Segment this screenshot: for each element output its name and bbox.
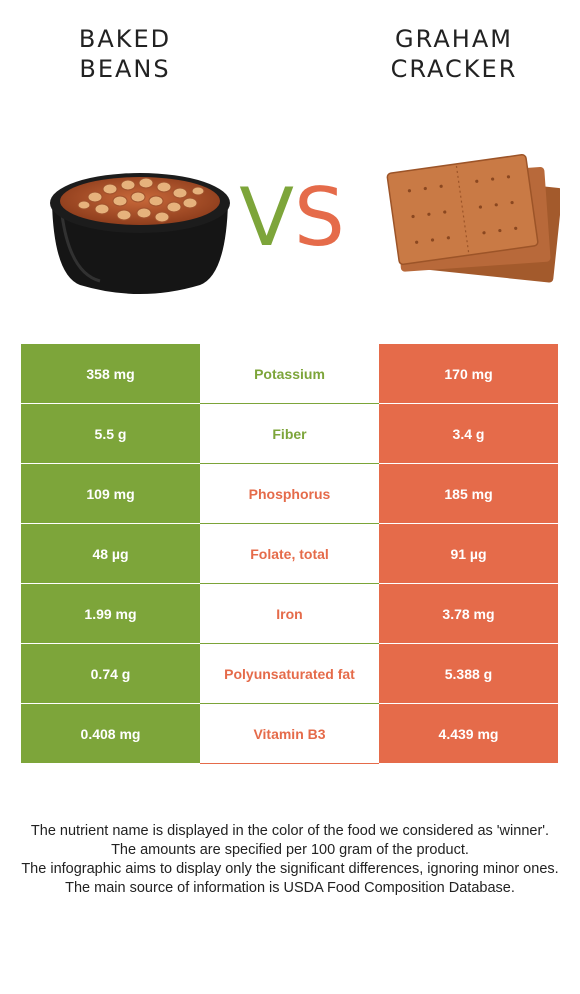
table-row: 1.99 mg Iron 3.78 mg xyxy=(21,584,558,644)
food-title-left-line-2: BEANS xyxy=(79,55,171,83)
footer-note: The infographic aims to display only the… xyxy=(21,861,559,877)
right-value: 3.78 mg xyxy=(379,584,558,643)
right-value: 5.388 g xyxy=(379,644,558,703)
table-row: 109 mg Phosphorus 185 mg xyxy=(21,464,558,524)
nutrient-name: Folate, total xyxy=(200,524,379,584)
food-title-left-line-1: BAKED xyxy=(78,25,172,53)
left-value: 1.99 mg xyxy=(21,584,200,643)
right-value: 91 µg xyxy=(379,524,558,583)
left-value: 0.74 g xyxy=(21,644,200,703)
right-value: 4.439 mg xyxy=(379,704,558,763)
right-value: 3.4 g xyxy=(379,404,558,463)
table-row: 0.74 g Polyunsaturated fat 5.388 g xyxy=(21,644,558,704)
nutrient-name: Polyunsaturated fat xyxy=(200,644,379,704)
food-title-right: GRAHAM CRACKER xyxy=(344,24,564,84)
left-value: 5.5 g xyxy=(21,404,200,463)
table-row: 0.408 mg Vitamin B3 4.439 mg xyxy=(21,704,558,764)
table-row: 48 µg Folate, total 91 µg xyxy=(21,524,558,584)
table-row: 358 mg Potassium 170 mg xyxy=(21,344,558,404)
nutrient-comparison-table: 358 mg Potassium 170 mg 5.5 g Fiber 3.4 … xyxy=(21,344,558,764)
footer-note: The nutrient name is displayed in the co… xyxy=(30,823,550,839)
footer-notes: The nutrient name is displayed in the co… xyxy=(20,822,560,898)
footer-note: The main source of information is USDA F… xyxy=(65,880,515,896)
food-title-right-line-2: CRACKER xyxy=(390,55,518,83)
left-value: 48 µg xyxy=(21,524,200,583)
versus-label: VS xyxy=(222,168,362,268)
left-value: 358 mg xyxy=(21,344,200,403)
footer-note: The amounts are specified per 100 gram o… xyxy=(111,842,469,858)
nutrient-name: Iron xyxy=(200,584,379,644)
versus-v: V xyxy=(239,171,294,264)
graham-cracker-image xyxy=(386,154,560,283)
nutrient-name: Potassium xyxy=(200,344,379,404)
left-value: 109 mg xyxy=(21,464,200,523)
baked-beans-image xyxy=(50,173,230,294)
left-value: 0.408 mg xyxy=(21,704,200,763)
versus-s: S xyxy=(293,171,345,264)
right-value: 185 mg xyxy=(379,464,558,523)
food-title-left: BAKED BEANS xyxy=(15,24,235,84)
table-row: 5.5 g Fiber 3.4 g xyxy=(21,404,558,464)
right-value: 170 mg xyxy=(379,344,558,403)
nutrient-name: Phosphorus xyxy=(200,464,379,524)
food-title-right-line-1: GRAHAM xyxy=(395,25,513,53)
nutrient-name: Fiber xyxy=(200,404,379,464)
nutrient-name: Vitamin B3 xyxy=(200,704,379,764)
